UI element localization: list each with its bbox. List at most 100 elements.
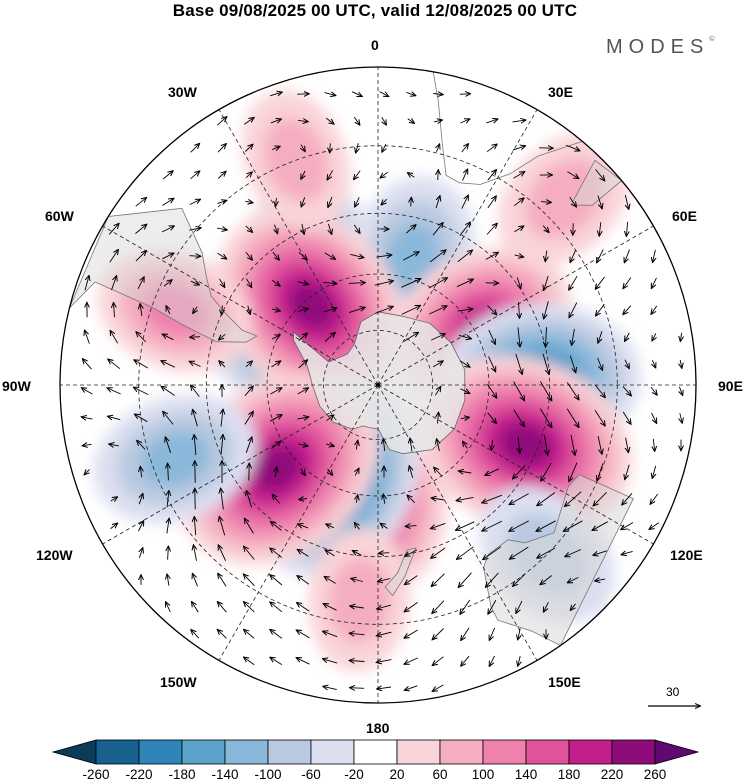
wind-vector [456, 521, 475, 530]
wind-vector [651, 305, 658, 314]
wind-vector [650, 386, 657, 395]
wind-vector [569, 275, 578, 290]
wind-vector [457, 309, 473, 311]
wind-vector [460, 599, 471, 614]
wind-vector [270, 548, 283, 559]
wind-vector [545, 250, 547, 262]
wind-vector [379, 553, 390, 554]
wind-vector [569, 197, 577, 206]
wind-vector [597, 436, 602, 454]
wind-vector [356, 143, 359, 152]
wind-vector [652, 333, 656, 340]
wind-vector [597, 357, 603, 370]
wind-vector [217, 228, 227, 230]
wind-vector [353, 116, 359, 125]
wind-vector [461, 195, 468, 209]
wind-vector [572, 328, 575, 345]
wind-vector [244, 602, 255, 613]
wind-vector [168, 546, 169, 560]
colorbar-bin [482, 739, 527, 765]
wind-vector [402, 252, 419, 261]
wind-vector [459, 471, 472, 473]
wind-vector [222, 305, 223, 314]
wind-vector [405, 575, 418, 585]
wind-vector [565, 549, 582, 557]
wind-vector [622, 493, 633, 504]
wind-vector [460, 360, 469, 367]
wind-vector [537, 492, 556, 506]
wind-vector [542, 225, 549, 233]
wind-vector [298, 550, 309, 557]
wind-vector [512, 146, 525, 151]
wind-vector [510, 546, 529, 559]
wind-vector [166, 602, 171, 613]
wind-vector [356, 495, 357, 503]
wind-vector [569, 462, 578, 482]
colorbar-bin [224, 739, 269, 765]
wind-vector [651, 412, 657, 423]
wind-vector [244, 657, 255, 666]
wind-vector [488, 599, 497, 614]
wind-vector [219, 278, 224, 287]
wind-vector [438, 170, 439, 181]
anomaly-band [328, 556, 390, 644]
wind-vector [429, 306, 446, 315]
colorbar-tick-label: -100 [254, 767, 282, 782]
wind-vector [302, 223, 304, 234]
wind-vector [350, 661, 365, 662]
wind-vector [518, 628, 520, 639]
wind-vector [430, 334, 445, 341]
wind-vector [248, 305, 250, 314]
meridian-line [377, 384, 541, 666]
wind-vector [83, 359, 92, 370]
wind-vector [432, 498, 445, 500]
colorbar-bin [353, 739, 398, 765]
wind-vector [513, 573, 526, 586]
wind-vector [356, 441, 357, 450]
wind-vector [350, 606, 364, 608]
wind-vector [134, 387, 149, 396]
colorbar-bin [439, 739, 484, 765]
colorbar-bin [310, 739, 355, 765]
wind-vector [135, 251, 146, 262]
wind-vector [297, 576, 310, 585]
wind-vector [680, 332, 681, 341]
wind-vector [485, 468, 499, 475]
wind-vector [163, 412, 174, 425]
wind-vector [546, 327, 547, 347]
wind-vector [624, 249, 631, 263]
brand-logo: MODES© [606, 36, 715, 59]
wind-vector [217, 117, 226, 126]
wind-vector [194, 517, 195, 536]
wind-vector [377, 687, 392, 689]
wind-vector [162, 199, 173, 206]
wind-vector [246, 278, 252, 288]
wind-vector [270, 388, 281, 395]
wind-vector [324, 252, 335, 259]
wind-vector [457, 497, 474, 500]
wind-vector [649, 522, 659, 530]
wind-vector [489, 655, 496, 666]
wind-vector [167, 491, 169, 508]
anomaly-band [141, 285, 209, 338]
map-title: Base 09/08/2025 00 UTC, valid 12/08/2025… [172, 1, 578, 20]
anomaly-center-11 [93, 394, 257, 524]
wind-vector [137, 277, 144, 290]
wind-vector [299, 499, 308, 500]
wind-vector [323, 282, 336, 283]
wind-vector [298, 360, 308, 369]
wind-vector [435, 387, 440, 396]
wind-vector [569, 302, 578, 318]
wind-vector [564, 520, 583, 531]
wind-vector [161, 387, 175, 396]
anomaly-band [384, 223, 439, 295]
wind-vector [140, 467, 141, 478]
wind-vector [108, 224, 119, 235]
wind-vector [519, 301, 520, 318]
wind-vector [85, 330, 90, 344]
wind-vector [434, 468, 443, 477]
wind-vector [517, 277, 520, 289]
wind-vector [162, 171, 173, 180]
wind-vector [193, 574, 198, 587]
meridian-line [97, 384, 379, 548]
